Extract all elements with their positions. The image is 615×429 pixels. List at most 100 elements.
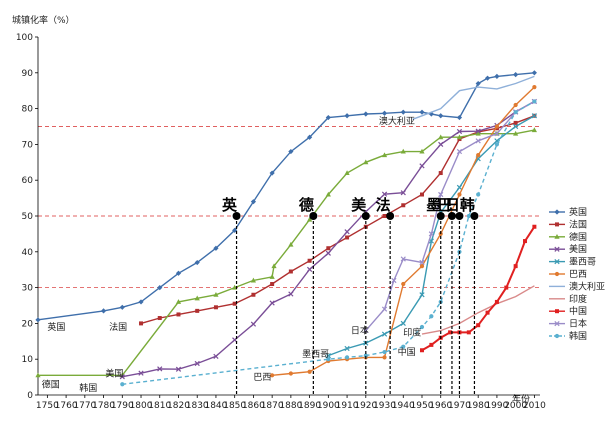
legend-item: 英国 [549,206,587,218]
milestone-label: 日 [445,196,460,214]
data-point [400,190,406,196]
legend-item: 澳大利亚 [549,280,605,292]
x-tick-label: 1890 [298,401,321,411]
milestone-label: 法 [376,196,391,214]
legend-item: 德国 [549,231,587,243]
data-point [157,366,163,372]
data-point [250,277,257,283]
legend-item: 法国 [549,218,587,230]
data-point [307,216,313,222]
data-point [531,127,537,133]
data-point [194,360,200,367]
y-tick-label: 90 [22,69,34,79]
data-point [325,352,331,359]
milestone-label: 韩 [460,196,475,214]
legend-item: 巴西 [549,269,587,280]
data-point [344,345,350,352]
x-tick-label: 1770 [73,401,96,411]
milestone-label: 墨 [426,196,441,214]
legend-label: 法国 [569,218,587,230]
data-point [382,349,387,355]
data-point [325,250,331,256]
legend-label: 韩国 [569,330,587,342]
data-point [119,304,125,310]
data-point [513,120,518,125]
data-point [250,321,257,327]
data-point [325,114,331,121]
series-line [421,285,535,335]
data-point [419,324,425,330]
data-point [513,71,519,78]
y-tick-label: 50 [22,212,34,222]
milestone-dot [470,212,479,220]
data-point [513,123,519,130]
data-point [213,305,218,310]
data-point [532,99,537,104]
x-tick-label: 1860 [242,401,265,411]
data-point [475,130,481,136]
milestone-dot [455,212,464,220]
data-point [344,170,350,176]
data-point [429,314,434,319]
data-point [306,266,313,272]
data-point [345,235,350,240]
data-point [270,282,275,287]
milestone-dot [361,212,370,220]
x-tick-label: 1810 [148,401,171,411]
data-point [213,353,219,359]
data-point [381,331,388,337]
data-point [428,231,434,237]
y-tick-label: 0 [27,391,33,401]
series-inline-label: 德国 [42,378,60,390]
data-point [269,170,275,176]
data-point [456,148,463,155]
data-point [381,191,388,197]
data-point [476,323,481,328]
milestone-dot [232,212,241,220]
data-point [475,80,481,87]
series-inline-label: 韩国 [79,382,97,394]
data-point [138,370,144,376]
x-tick-label: 1910 [336,401,359,411]
series-inline-label: 法国 [109,321,127,333]
x-tick-label: 1930 [373,401,396,411]
series-1 [139,113,537,326]
legend-label: 德国 [569,231,587,243]
data-point [494,142,500,147]
data-point [194,259,200,266]
x-tick-label: 1950 [411,401,434,411]
legend-marker [555,309,559,314]
series-layer [35,70,538,387]
x-axis-title: 年份 [512,393,530,405]
legend-marker [554,258,560,265]
x-tick-label: 1820 [167,401,190,411]
data-point [456,128,463,135]
data-point [325,191,331,197]
data-point [213,291,219,297]
data-point [485,310,490,315]
legend-label: 日本 [569,318,587,330]
data-point [438,134,444,140]
legend-marker [555,222,559,227]
series-8 [419,224,537,353]
legend-item: 墨西哥 [549,257,596,268]
data-point [523,239,528,244]
data-point [494,124,500,129]
data-point [531,70,537,76]
data-point [419,348,424,353]
data-point [401,203,406,208]
data-point [532,85,537,90]
y-tick-label: 20 [22,319,34,329]
data-point [475,138,481,144]
data-point [288,269,293,274]
milestone-label: 德 [299,196,314,214]
x-tick-label: 1870 [261,401,284,411]
x-tick-label: 2010 [523,401,546,411]
x-tick-label: 1750 [36,401,59,411]
x-tick-label: 1970 [448,401,471,411]
data-point [456,184,463,190]
data-point [138,299,144,305]
data-point [288,371,293,376]
